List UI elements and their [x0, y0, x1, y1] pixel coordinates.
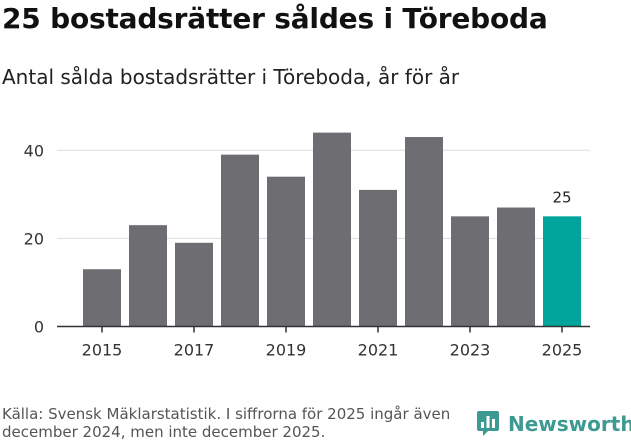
x-tick-label: 2019 — [266, 341, 307, 360]
bar-2018 — [221, 154, 259, 327]
axis-ticks: 0 20 40 2015 2017 2019 2021 2023 2025 — [24, 141, 583, 359]
bar-2023 — [451, 216, 489, 327]
source-note: Källa: Svensk Mäklarstatistik. I siffror… — [2, 405, 451, 441]
data-label: 25 — [552, 188, 571, 206]
chart-subtitle: Antal sålda bostadsrätter i Töreboda, år… — [2, 65, 460, 89]
bar-2017 — [175, 242, 213, 327]
bar-2024 — [497, 207, 535, 327]
bar-2025 — [543, 216, 581, 327]
x-tick-label: 2025 — [542, 341, 583, 360]
y-tick-label: 20 — [24, 229, 44, 248]
bars — [83, 132, 581, 327]
x-tick-label: 2017 — [174, 341, 215, 360]
bar-2021 — [359, 189, 397, 327]
bar-chart-pin-icon — [477, 411, 499, 436]
bar-2022 — [405, 137, 443, 327]
bar-2019 — [267, 176, 305, 327]
data-labels: 25 — [552, 188, 571, 206]
bar-2016 — [129, 225, 167, 327]
y-tick-label: 0 — [34, 318, 44, 337]
bar-chart: 0 20 40 2015 2017 2019 2021 2023 2025 25 — [24, 132, 590, 360]
x-tick-label: 2023 — [450, 341, 491, 360]
y-tick-label: 40 — [24, 141, 44, 160]
brand-name: Newsworthy — [508, 411, 631, 436]
x-tick-label: 2021 — [358, 341, 399, 360]
chart-title: 25 bostadsrätter såldes i Töreboda — [2, 2, 548, 35]
bar-2015 — [83, 269, 121, 327]
x-tick-label: 2015 — [82, 341, 123, 360]
brand-logo[interactable]: Newsworthy — [476, 410, 631, 437]
bar-2020 — [313, 132, 351, 327]
